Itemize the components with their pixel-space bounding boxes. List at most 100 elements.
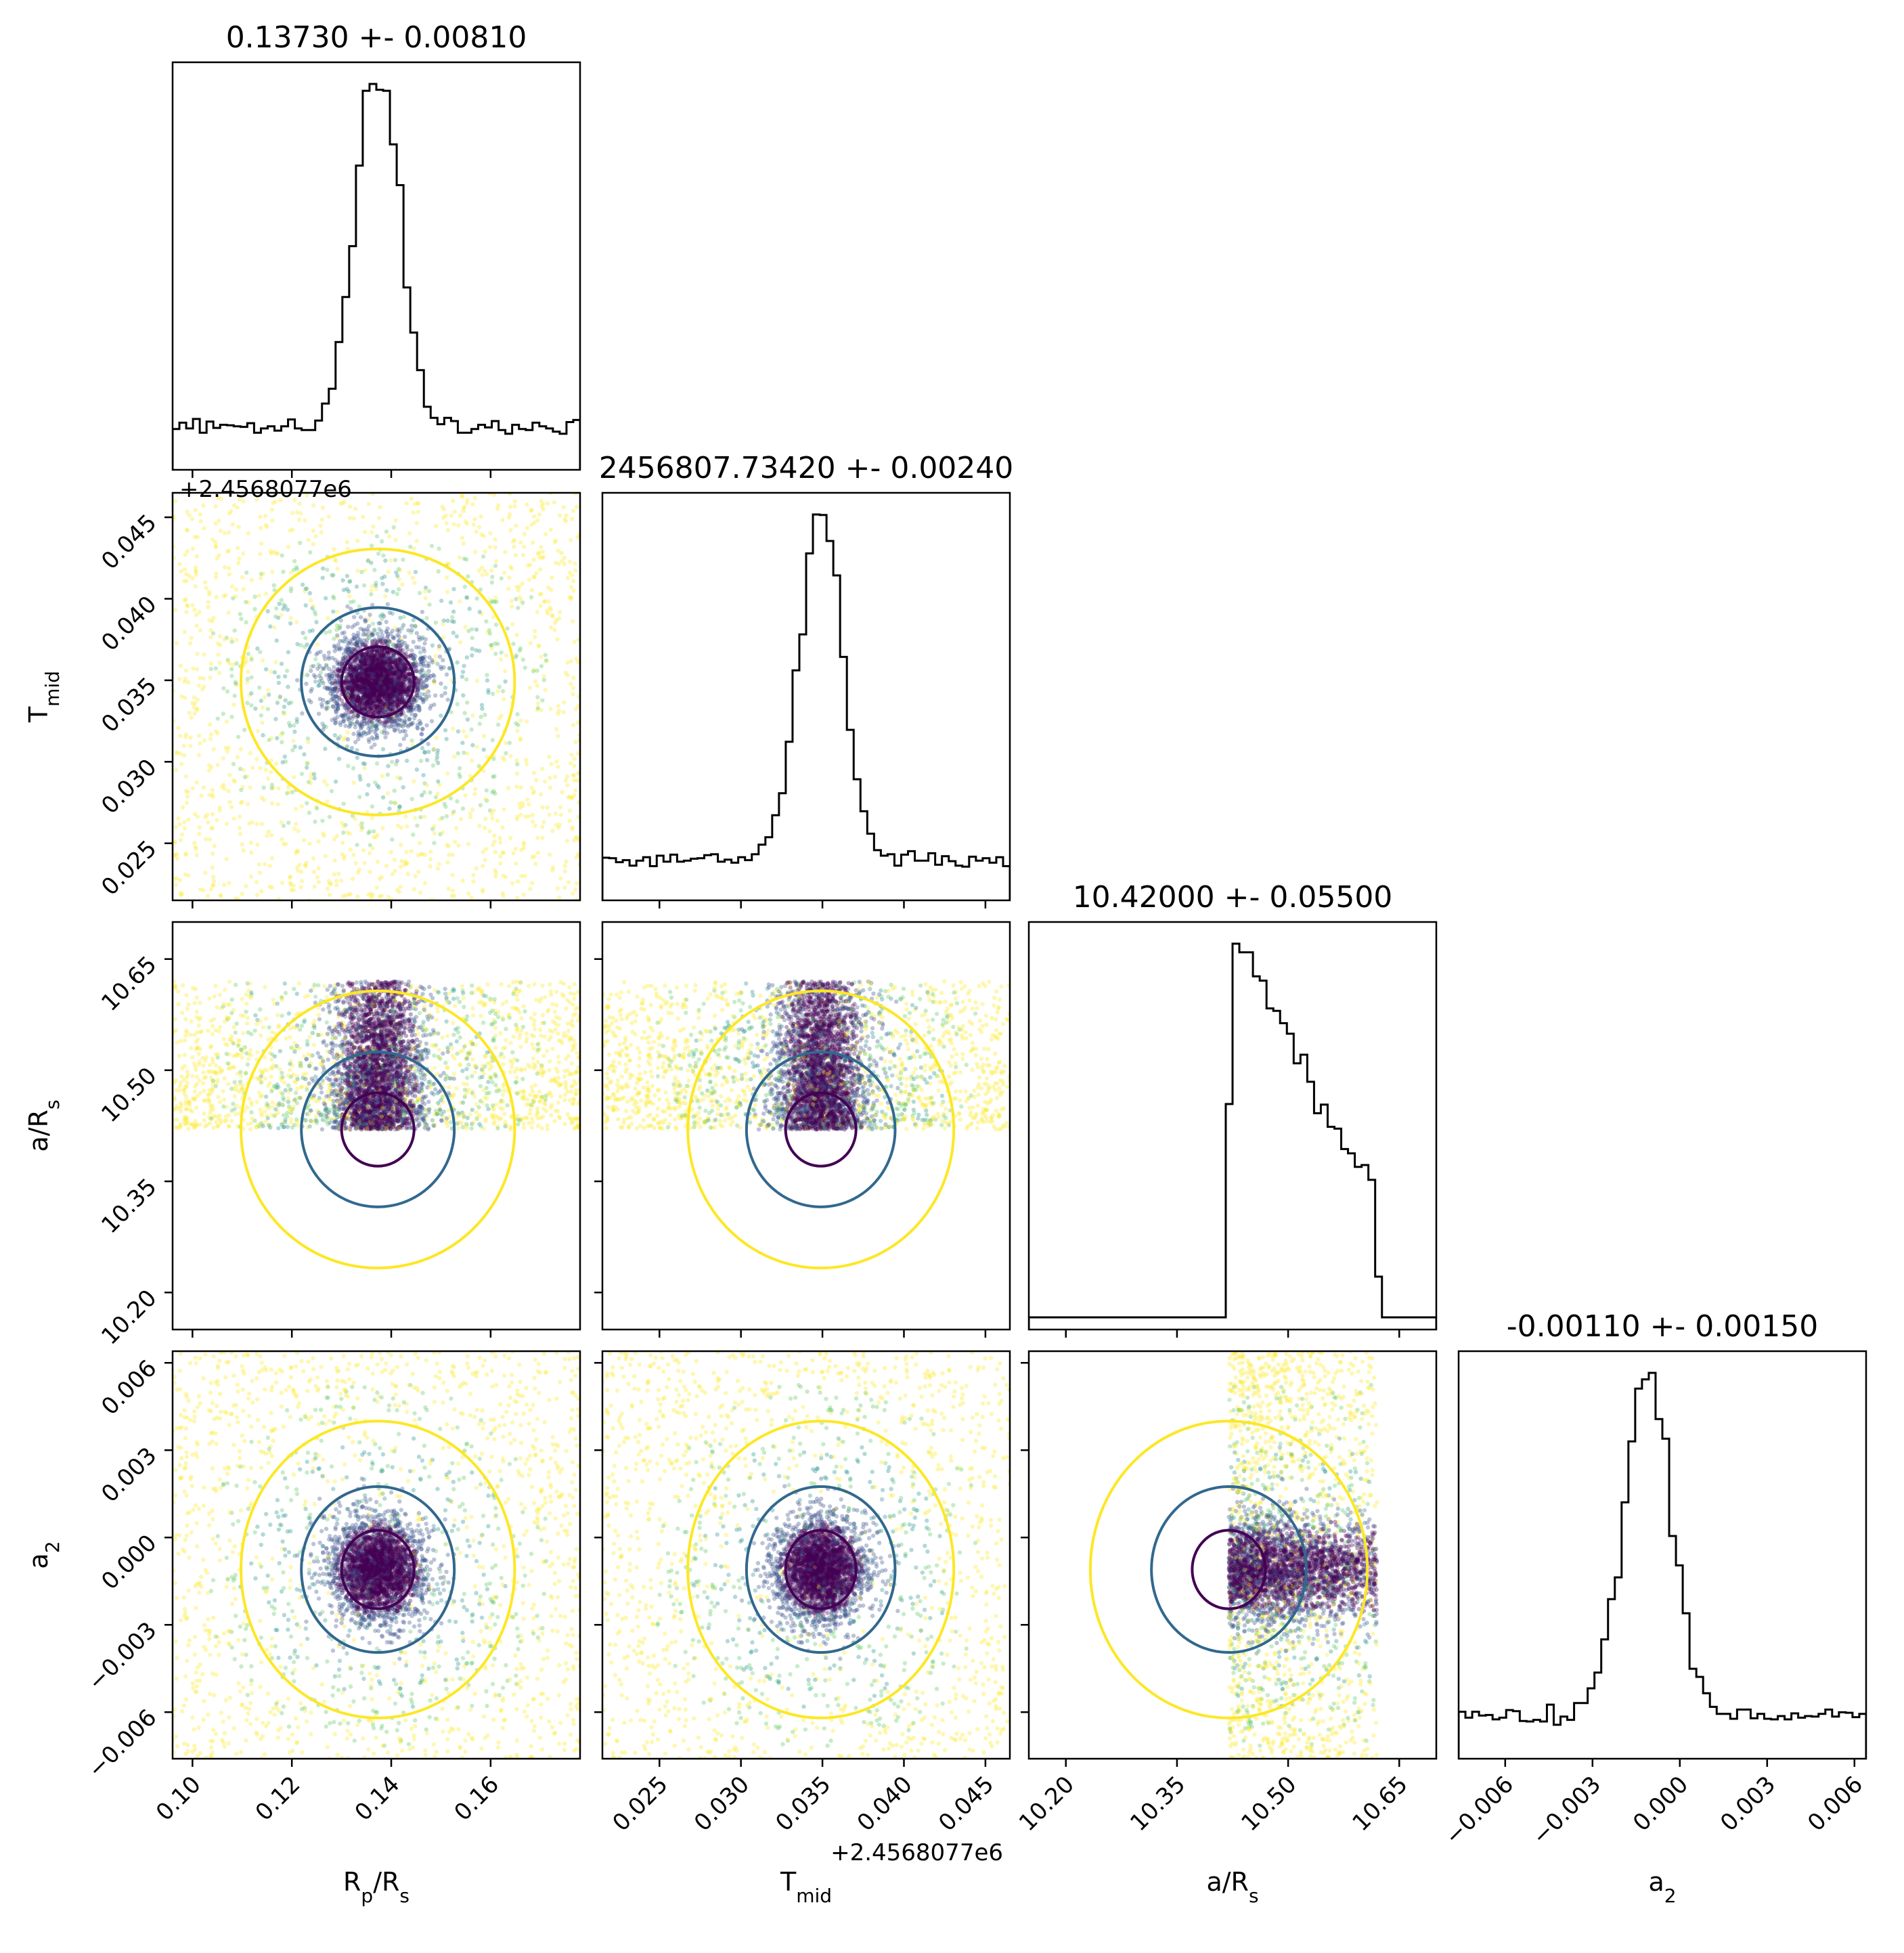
sample-point — [364, 667, 369, 672]
sample-point — [539, 504, 544, 509]
sample-point — [477, 764, 481, 768]
sample-point — [365, 699, 370, 704]
sample-point — [253, 706, 258, 711]
sample-point — [541, 820, 546, 825]
sample-point — [374, 676, 379, 680]
sample-point — [406, 678, 412, 682]
sample-point — [333, 718, 338, 723]
sample-point — [387, 639, 392, 644]
sample-point — [375, 662, 380, 667]
sample-point — [386, 705, 391, 710]
sample-point — [430, 658, 435, 663]
sample-point — [360, 701, 365, 706]
sample-point — [350, 876, 355, 881]
sample-point — [208, 628, 213, 633]
sample-point — [385, 718, 390, 722]
sample-point — [361, 659, 366, 664]
sample-point — [336, 659, 340, 664]
sample-point — [529, 588, 535, 592]
sample-point — [357, 732, 363, 738]
sample-point — [480, 889, 485, 894]
sample-point — [378, 656, 382, 661]
sample-point — [374, 733, 380, 738]
sample-point — [391, 679, 396, 684]
sample-point — [370, 657, 375, 662]
sample-point — [391, 659, 395, 664]
sample-point — [363, 709, 369, 714]
sample-point — [402, 862, 407, 868]
sample-point — [393, 626, 398, 631]
sample-point — [391, 670, 396, 675]
sample-point — [386, 664, 391, 670]
sample-point — [355, 894, 360, 899]
sample-point — [319, 704, 325, 709]
sample-point — [234, 661, 239, 666]
sample-point — [372, 665, 377, 670]
sample-point — [376, 621, 381, 626]
sample-point — [460, 535, 464, 540]
sample-point — [570, 619, 575, 624]
sample-point — [373, 653, 378, 658]
sample-point — [407, 570, 412, 575]
sample-point — [353, 675, 359, 680]
sample-point — [381, 676, 386, 682]
sample-point — [392, 690, 397, 696]
sample-point — [213, 544, 219, 548]
sample-point — [380, 655, 385, 659]
sample-point — [366, 653, 371, 657]
sample-point — [366, 680, 372, 684]
sample-point — [374, 671, 379, 676]
sample-point — [231, 816, 236, 821]
sample-point — [371, 691, 376, 696]
sample-point — [374, 649, 379, 653]
sample-point — [404, 861, 409, 866]
sample-point — [500, 688, 506, 694]
sample-point — [403, 671, 408, 676]
sample-point — [548, 776, 552, 781]
sample-point — [416, 853, 421, 858]
sample-point — [376, 679, 381, 684]
sample-point — [399, 689, 404, 694]
sample-point — [359, 825, 365, 830]
sample-point — [334, 689, 340, 695]
sample-point — [357, 653, 363, 659]
sample-point — [352, 682, 357, 686]
sample-point — [357, 674, 362, 678]
sample-point — [379, 629, 384, 634]
sample-point — [356, 678, 361, 684]
sample-point — [318, 670, 324, 675]
sample-point — [347, 680, 353, 685]
sample-point — [401, 737, 406, 741]
sample-point — [370, 686, 375, 692]
sample-point — [351, 695, 355, 700]
sample-point — [217, 553, 221, 558]
sample-point — [398, 667, 403, 672]
sample-point — [558, 876, 563, 881]
sample-point — [566, 795, 571, 799]
sample-point — [257, 871, 263, 875]
sample-point — [367, 686, 372, 690]
sample-point — [382, 693, 386, 697]
sample-point — [365, 792, 370, 797]
sample-point — [399, 700, 404, 705]
sample-point — [413, 569, 418, 575]
sample-point — [507, 512, 512, 517]
sample-point — [363, 618, 368, 623]
sample-point — [464, 595, 469, 600]
sample-point — [374, 672, 378, 677]
sample-point — [370, 695, 375, 699]
sample-point — [469, 895, 474, 900]
sample-point — [376, 688, 381, 693]
sample-point — [311, 673, 317, 678]
sample-point — [510, 539, 516, 544]
sample-point — [381, 705, 386, 710]
sample-point — [388, 707, 393, 711]
sample-point — [395, 657, 400, 662]
sample-point — [348, 892, 353, 897]
sample-point — [401, 668, 407, 673]
sample-point — [217, 519, 221, 523]
sample-point — [443, 690, 447, 696]
sample-point — [390, 686, 395, 691]
sample-point — [360, 641, 365, 646]
sample-point — [515, 711, 520, 717]
